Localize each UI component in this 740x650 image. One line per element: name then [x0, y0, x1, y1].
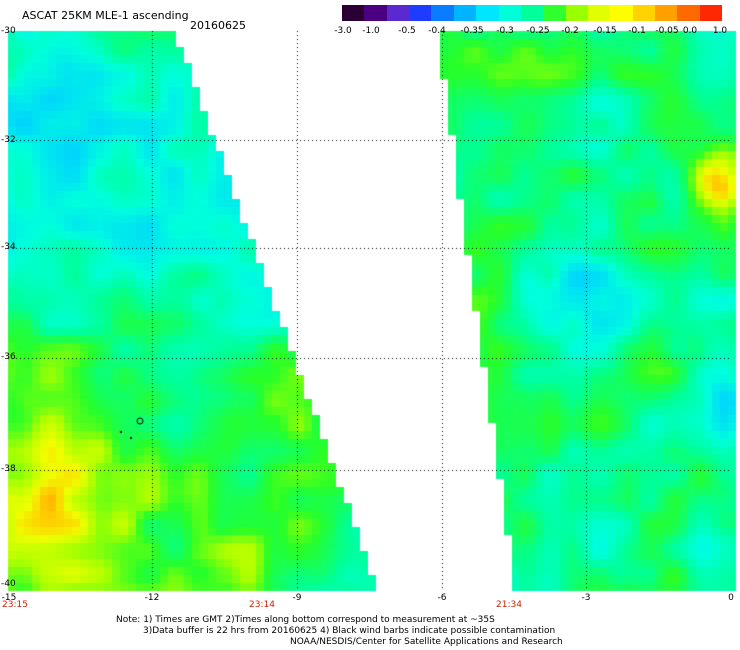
swath-time: 21:34 [496, 600, 522, 610]
color-scale-segment [386, 5, 410, 21]
scale-label: -0.05 [655, 26, 679, 36]
map-date: 20160625 [190, 19, 246, 32]
color-scale-segment [655, 5, 678, 21]
scale-label: 0.0 [682, 26, 698, 36]
lat-label: -36 [1, 352, 16, 362]
scale-label: 1.0 [712, 26, 728, 36]
scale-label: -3.0 [334, 26, 352, 36]
note-line-3: NOAA/NESDIS/Center for Satellite Applica… [290, 637, 563, 647]
scale-label: -0.5 [398, 26, 416, 36]
lat-label: -38 [1, 464, 16, 474]
lon-label: -6 [437, 593, 447, 603]
scale-label: -0.2 [561, 26, 579, 36]
scale-label: -1.0 [362, 26, 380, 36]
color-scale-segment [699, 5, 723, 21]
color-scale-segment [565, 5, 588, 21]
swath-time: 23:14 [249, 600, 275, 610]
lat-label: -34 [1, 242, 16, 252]
lon-label: -9 [292, 593, 302, 603]
lat-label: -32 [1, 135, 16, 145]
lon-label: 0 [728, 593, 734, 603]
map-title: ASCAT 25KM MLE-1 ascending [22, 9, 189, 22]
color-scale-segment [498, 5, 521, 21]
scale-label: -0.3 [496, 26, 514, 36]
color-scale-segment [543, 5, 566, 21]
scale-label: -0.25 [526, 26, 550, 36]
note-line-1: Note: 1) Times are GMT 2)Times along bot… [116, 615, 495, 625]
lat-label: -40 [1, 579, 16, 589]
color-scale-segment [476, 5, 499, 21]
lon-label: -15 [1, 593, 17, 603]
lat-label: -30 [1, 26, 16, 36]
color-scale-segment [610, 5, 633, 21]
scale-label: -0.35 [460, 26, 484, 36]
scale-label: -0.4 [428, 26, 446, 36]
color-scale-segment [342, 5, 365, 21]
color-scale-segment [364, 5, 387, 21]
color-scale-segment [677, 5, 700, 21]
color-scale-bar [342, 5, 723, 21]
color-scale-segment [520, 5, 544, 21]
color-scale-segment [587, 5, 611, 21]
scale-label: -0.1 [628, 26, 646, 36]
color-scale-segment [632, 5, 656, 21]
note-line-2: 3)Data buffer is 22 hrs from 20160625 4)… [143, 626, 556, 636]
lon-label: -3 [581, 593, 591, 603]
color-scale-segment [431, 5, 454, 21]
color-scale-segment [409, 5, 432, 21]
scale-label: -0.15 [593, 26, 617, 36]
color-scale-segment [453, 5, 477, 21]
swath-time: 23:15 [2, 600, 28, 610]
color-scale-labels: -3.0 -1.0 -0.5 -0.4 -0.35 -0.3 -0.25 -0.… [0, 26, 740, 38]
lon-label: -12 [144, 593, 160, 603]
